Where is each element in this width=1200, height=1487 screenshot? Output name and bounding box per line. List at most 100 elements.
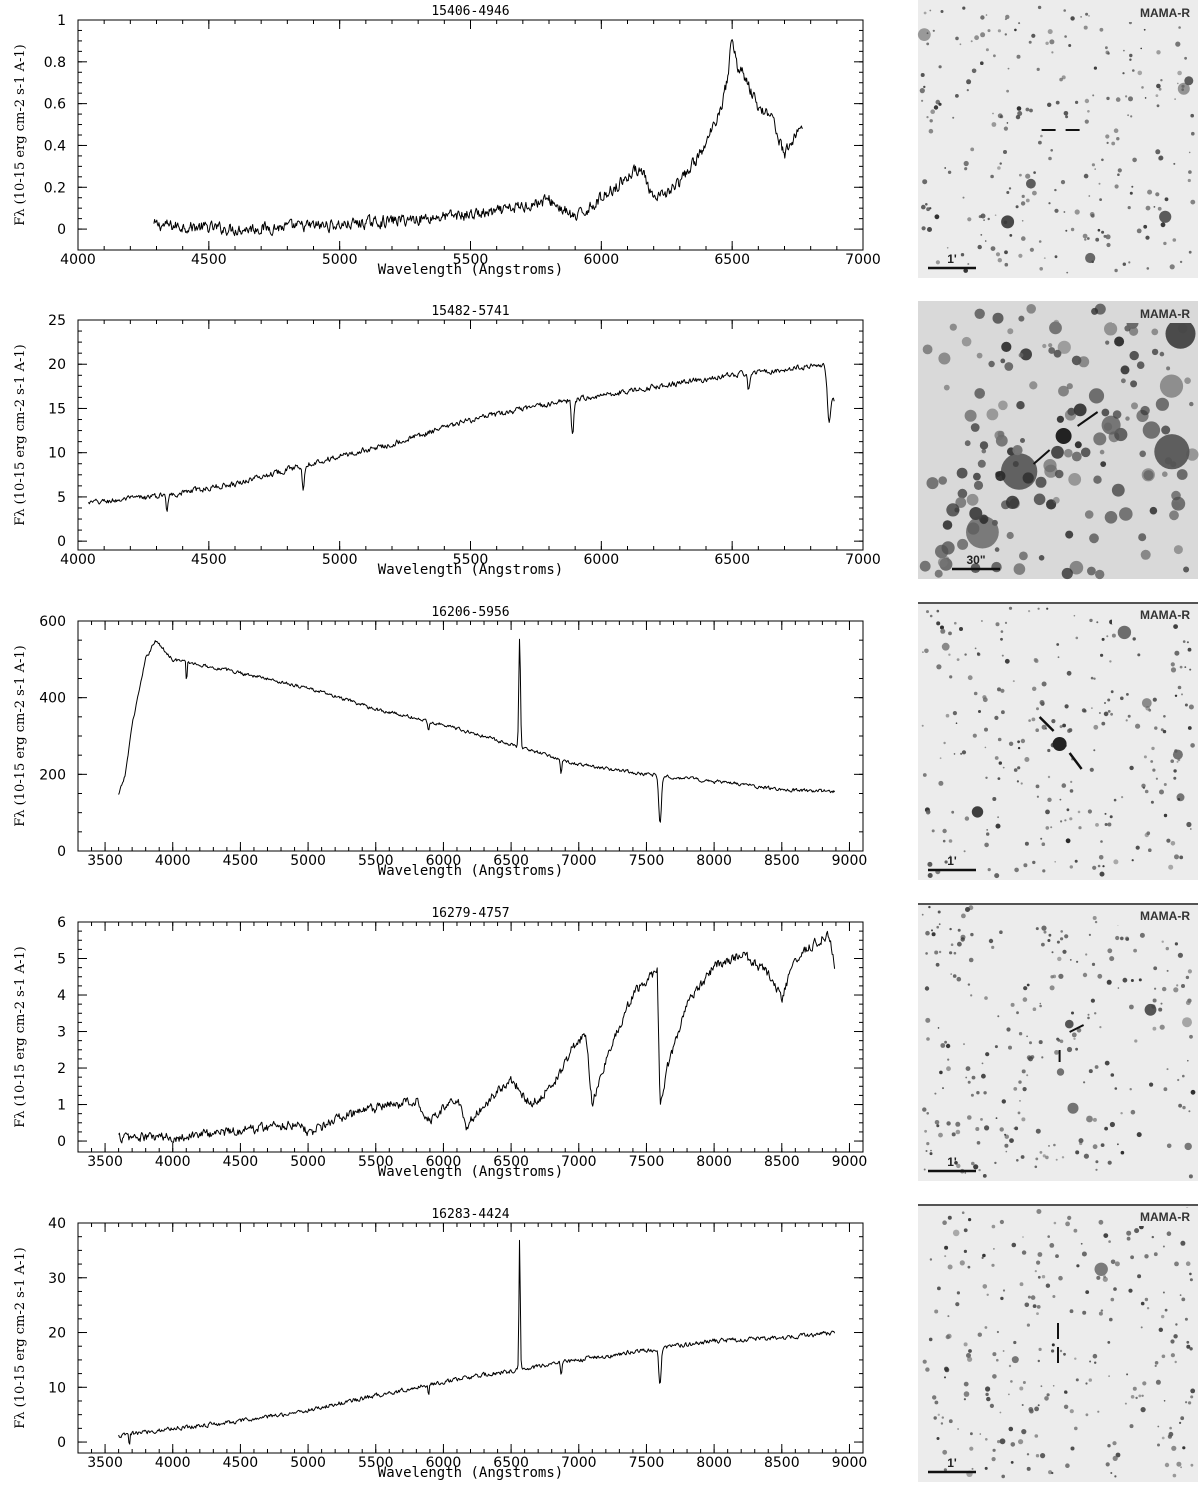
star <box>1127 114 1129 117</box>
star <box>1073 403 1087 417</box>
star <box>997 687 1001 692</box>
star <box>947 1264 953 1270</box>
star <box>1112 410 1122 419</box>
star <box>1018 1032 1023 1036</box>
star <box>1055 1254 1059 1258</box>
star <box>1012 445 1023 456</box>
star <box>1125 416 1130 421</box>
star <box>967 1115 972 1120</box>
star <box>1157 206 1162 211</box>
star <box>1047 775 1051 779</box>
star <box>938 780 944 786</box>
star <box>1062 949 1067 954</box>
star <box>1003 126 1009 131</box>
star <box>938 950 942 954</box>
star <box>966 79 972 85</box>
x-tick-label: 7000 <box>561 1154 597 1170</box>
star <box>1026 1035 1028 1038</box>
star <box>1154 434 1190 470</box>
star <box>976 352 983 359</box>
star <box>1090 676 1094 680</box>
star <box>971 806 984 818</box>
star <box>944 1376 946 1379</box>
star <box>1070 227 1075 232</box>
x-tick-label: 8000 <box>696 853 732 869</box>
star <box>1114 184 1119 189</box>
star <box>1005 14 1010 20</box>
star <box>1089 618 1093 623</box>
star <box>1039 1151 1043 1154</box>
star <box>972 733 977 738</box>
star <box>1146 1307 1150 1310</box>
star <box>1084 510 1094 519</box>
star <box>1036 1312 1039 1315</box>
star <box>1102 865 1105 868</box>
star <box>1119 507 1133 521</box>
star <box>1190 1463 1194 1467</box>
star <box>961 1211 965 1214</box>
chart-title: 16206-5956 <box>431 605 509 620</box>
star <box>1071 451 1082 462</box>
scale-bar-label: 30" <box>966 553 985 567</box>
star <box>1052 974 1057 979</box>
star <box>1059 77 1063 82</box>
star <box>1063 1352 1066 1356</box>
star <box>1129 326 1139 336</box>
star <box>1093 749 1096 752</box>
star <box>1043 257 1046 259</box>
star <box>1182 640 1186 643</box>
star <box>1174 694 1178 697</box>
star <box>1004 1133 1007 1136</box>
star <box>995 252 1001 257</box>
star <box>934 1309 939 1314</box>
star <box>1038 1040 1043 1045</box>
star <box>1159 789 1164 795</box>
star <box>1108 1375 1110 1377</box>
star <box>936 1437 940 1440</box>
star <box>1093 432 1107 446</box>
star <box>1036 1260 1041 1265</box>
finding-chart-2: MAMA-R 30" <box>918 301 1199 580</box>
star <box>1169 510 1179 521</box>
star <box>934 1120 940 1125</box>
star <box>990 174 994 179</box>
star <box>970 40 973 43</box>
star <box>1145 235 1150 240</box>
survey-label: MAMA-R <box>1140 608 1190 622</box>
star <box>1032 1007 1037 1011</box>
y-tick-label: 5 <box>57 952 66 968</box>
star <box>1021 1404 1024 1406</box>
star <box>945 713 950 718</box>
star <box>1078 1138 1084 1144</box>
star <box>1152 1026 1157 1031</box>
star <box>985 1386 991 1392</box>
star <box>944 860 948 864</box>
star <box>1009 234 1013 237</box>
star <box>1035 784 1040 789</box>
star <box>1126 1373 1129 1376</box>
star <box>1113 798 1117 802</box>
star <box>1006 89 1009 93</box>
star <box>1053 319 1060 326</box>
star <box>964 816 970 821</box>
star <box>1141 86 1144 89</box>
star <box>994 873 1000 879</box>
star <box>1073 614 1076 617</box>
star <box>981 1062 984 1065</box>
star <box>1172 1473 1177 1478</box>
star <box>1000 688 1005 693</box>
star <box>1188 1401 1192 1405</box>
star <box>1057 956 1062 962</box>
star <box>1160 1002 1163 1005</box>
star <box>1139 450 1146 458</box>
star <box>1029 1041 1032 1045</box>
star <box>997 166 1001 170</box>
star <box>1076 1264 1080 1268</box>
star <box>1168 864 1174 870</box>
star <box>955 1121 961 1127</box>
star <box>1017 111 1023 116</box>
star <box>1097 973 1103 979</box>
star <box>1004 262 1009 267</box>
star <box>992 112 994 115</box>
star <box>1184 1142 1192 1151</box>
